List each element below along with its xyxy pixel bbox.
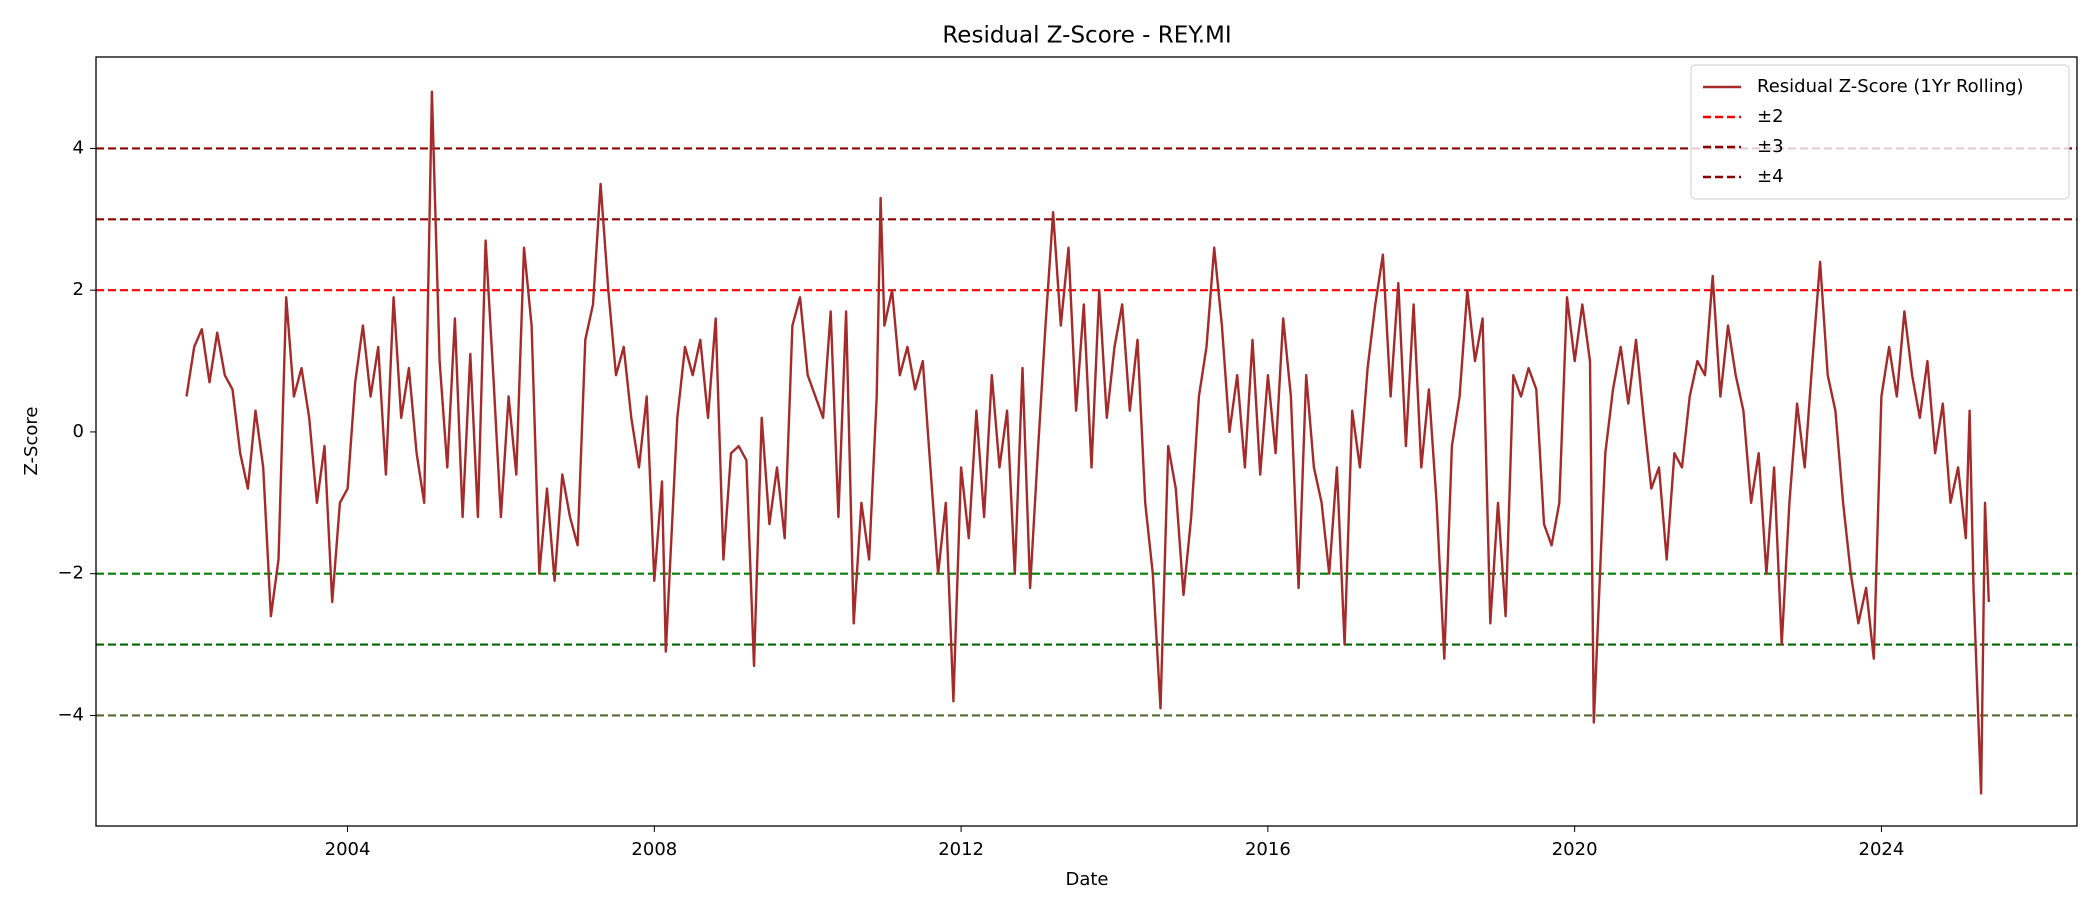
x-tick-label: 2024	[1859, 839, 1905, 860]
series-line	[185, 90, 1990, 795]
x-axis-label: Date	[1065, 869, 1108, 890]
x-tick-label: 2004	[325, 839, 371, 860]
y-tick-label: 0	[73, 421, 84, 442]
x-tick-label: 2008	[631, 839, 677, 860]
x-tick-label: 2012	[938, 839, 984, 860]
y-tick-label: −4	[57, 704, 84, 725]
legend-label: ±4	[1757, 166, 1784, 187]
chart-title: Residual Z-Score - REY.MI	[942, 23, 1231, 49]
legend-box	[1690, 64, 2070, 200]
legend-label: ±2	[1757, 106, 1784, 127]
legend: Residual Z-Score (1Yr Rolling) ±2 ±3 ±4	[1690, 64, 2070, 200]
legend-label: ±3	[1757, 136, 1784, 157]
y-tick-label: −2	[57, 563, 84, 584]
y-axis-label: Z-Score	[21, 407, 42, 476]
y-tick-label: 4	[73, 137, 84, 158]
x-tick-label: 2020	[1552, 839, 1598, 860]
plot-frame	[95, 56, 2078, 827]
x-tick-label: 2016	[1245, 839, 1291, 860]
y-tick-label: 2	[73, 279, 84, 300]
legend-label: Residual Z-Score (1Yr Rolling)	[1757, 76, 2024, 97]
